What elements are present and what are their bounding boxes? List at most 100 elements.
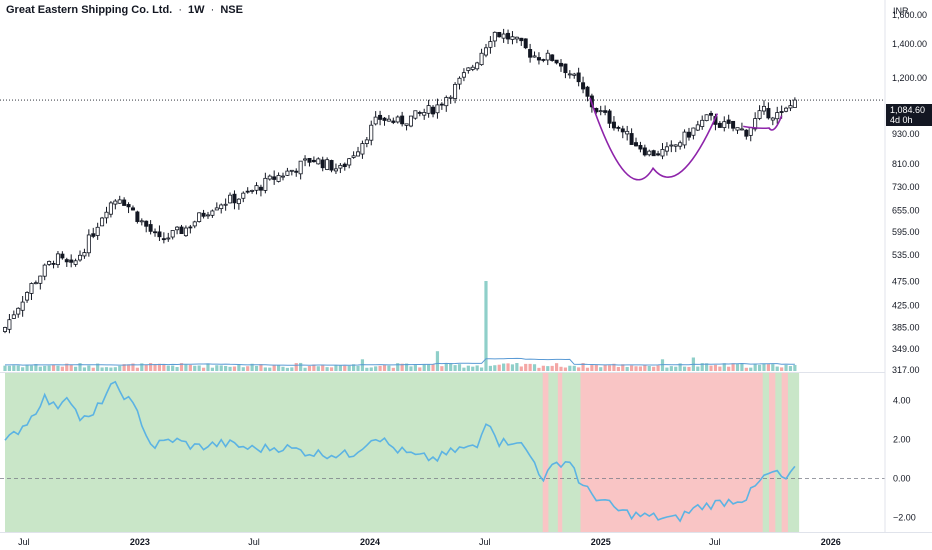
volume-bar bbox=[435, 351, 440, 371]
candle-up bbox=[413, 110, 418, 119]
volume-bar bbox=[775, 366, 779, 371]
volume-bar bbox=[687, 366, 691, 371]
interval-label[interactable]: 1W bbox=[188, 4, 205, 16]
volume-bar bbox=[462, 367, 466, 371]
candle-up bbox=[347, 158, 352, 166]
candle-up bbox=[47, 261, 52, 265]
candle-down bbox=[320, 159, 325, 169]
candle-up bbox=[55, 253, 60, 266]
volume-bar bbox=[559, 366, 563, 371]
volume-bar bbox=[228, 366, 232, 371]
volume-bar bbox=[630, 365, 634, 371]
current-price: 1,084.60 bbox=[890, 105, 926, 115]
volume-bar bbox=[625, 366, 629, 371]
price-tick-label: 655.00 bbox=[892, 206, 920, 216]
candle-up bbox=[567, 73, 572, 76]
handle-curve[interactable] bbox=[743, 115, 783, 131]
candle-up bbox=[360, 143, 365, 155]
candle-down bbox=[64, 259, 69, 263]
candle-down bbox=[307, 157, 312, 163]
candle-up bbox=[700, 119, 705, 127]
candle-up bbox=[11, 314, 16, 319]
candle-down bbox=[417, 112, 422, 114]
price-tick-label: 930.00 bbox=[892, 129, 920, 139]
candle-up bbox=[205, 214, 210, 217]
candle-up bbox=[660, 149, 665, 157]
volume-bar bbox=[590, 365, 594, 371]
time-tick-label: 2026 bbox=[821, 537, 841, 547]
volume-bar bbox=[563, 367, 568, 371]
volume-bar bbox=[43, 365, 47, 371]
candle-down bbox=[382, 117, 387, 121]
candle-up bbox=[386, 118, 391, 122]
volume-bar bbox=[113, 367, 117, 371]
candle-down bbox=[157, 231, 162, 238]
volume-bar bbox=[299, 362, 303, 371]
candle-up bbox=[29, 283, 34, 294]
price-tick-label: 1,600.00 bbox=[892, 10, 927, 20]
candle-up bbox=[73, 260, 78, 265]
candle-down bbox=[686, 131, 691, 138]
time-tick-label: Jul bbox=[18, 537, 30, 547]
title-separator: · bbox=[178, 4, 182, 16]
candle-down bbox=[731, 120, 736, 129]
zone-negative bbox=[769, 373, 779, 532]
candle-up bbox=[166, 237, 171, 240]
candle-up bbox=[369, 124, 374, 141]
candle-up bbox=[170, 230, 175, 238]
volume-bar bbox=[109, 367, 113, 371]
candle-down bbox=[611, 121, 616, 129]
candle-up bbox=[792, 99, 797, 108]
candle-up bbox=[444, 97, 449, 107]
candle-down bbox=[563, 63, 568, 74]
candle-up bbox=[16, 307, 21, 315]
volume-bar bbox=[201, 367, 206, 371]
zone-negative bbox=[542, 373, 552, 532]
candle-down bbox=[245, 190, 250, 193]
candle-up bbox=[395, 116, 400, 123]
volume-bar bbox=[453, 365, 457, 371]
cup-curve[interactable] bbox=[589, 97, 719, 181]
candle-down bbox=[766, 108, 771, 119]
candle-down bbox=[779, 111, 784, 113]
candle-down bbox=[431, 106, 436, 115]
price-tick-label: 425.00 bbox=[892, 301, 920, 311]
volume-bar bbox=[484, 281, 488, 371]
volume-bar bbox=[232, 366, 237, 371]
candle-down bbox=[536, 57, 541, 61]
volume-bar bbox=[404, 363, 409, 371]
volume-bar bbox=[206, 363, 210, 371]
volume-bar bbox=[396, 363, 400, 371]
candle-down bbox=[60, 253, 65, 259]
symbol-name: Great Eastern Shipping Co. Ltd. bbox=[6, 4, 173, 16]
volume-bar bbox=[38, 366, 42, 371]
volume-bar bbox=[731, 363, 735, 371]
volume-bar bbox=[488, 365, 492, 371]
currency-label[interactable]: INR bbox=[893, 6, 909, 16]
volume-bar bbox=[268, 367, 272, 371]
volume-bar bbox=[546, 366, 550, 371]
price-tick-label: 317.00 bbox=[892, 365, 920, 375]
candle-up bbox=[241, 192, 246, 199]
candle-down bbox=[523, 38, 528, 49]
volume-bar bbox=[312, 364, 316, 371]
zone-negative bbox=[580, 373, 766, 532]
volume-bar bbox=[356, 365, 360, 371]
volume-bar bbox=[104, 367, 109, 371]
volume-bar bbox=[700, 363, 704, 371]
symbol-title[interactable]: Great Eastern Shipping Co. Ltd. · 1W · N… bbox=[6, 4, 243, 16]
candle-up bbox=[351, 155, 356, 158]
volume-bar bbox=[440, 366, 444, 371]
candle-down bbox=[294, 170, 299, 173]
volume-bar bbox=[515, 363, 519, 371]
candle-up bbox=[704, 114, 709, 122]
volume-bar bbox=[69, 364, 73, 371]
volume-bar bbox=[780, 367, 784, 371]
cup-and-handle-drawings[interactable] bbox=[589, 97, 783, 181]
candle-up bbox=[426, 105, 431, 114]
candle-up bbox=[113, 200, 118, 205]
zone-positive bbox=[548, 373, 561, 532]
price-tick-label: 475.00 bbox=[892, 276, 920, 286]
price-candles bbox=[0, 28, 885, 334]
